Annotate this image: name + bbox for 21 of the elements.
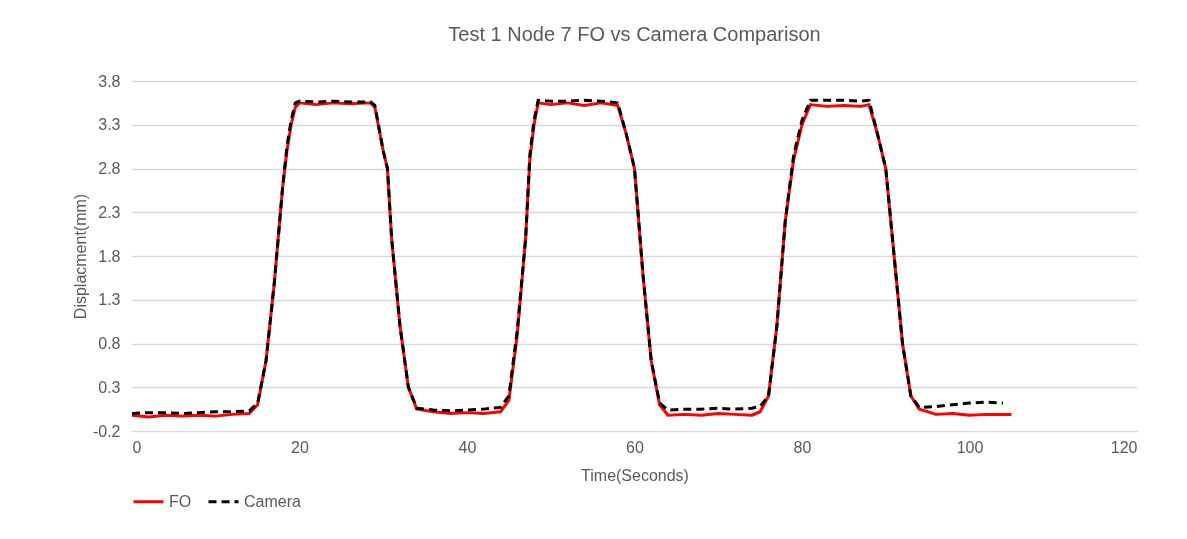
x-tick-label: 100 bbox=[956, 438, 984, 456]
x-tick-label: 120 bbox=[1110, 438, 1138, 456]
y-tick-label: 1.3 bbox=[98, 291, 121, 309]
y-tick-label: 2.8 bbox=[98, 160, 121, 177]
y-tick-label: -0.2 bbox=[92, 422, 121, 440]
legend-label: FO bbox=[169, 492, 192, 510]
y-axis-title: Displacment(mm) bbox=[71, 193, 89, 320]
y-tick-label: 3.8 bbox=[98, 72, 121, 90]
x-tick-label: 40 bbox=[458, 438, 477, 456]
x-tick-label: 80 bbox=[793, 438, 812, 456]
y-tick-label: 3.3 bbox=[98, 116, 121, 134]
y-tick-label: 0.8 bbox=[98, 335, 121, 352]
x-axis-title: Time(Seconds) bbox=[581, 466, 689, 484]
x-tick-label: 0 bbox=[132, 438, 142, 456]
x-tick-label: 60 bbox=[626, 438, 644, 456]
chart-title: Test 1 Node 7 FO vs Camera Comparison bbox=[448, 23, 821, 45]
x-tick-label: 20 bbox=[291, 438, 309, 456]
legend-label: Camera bbox=[244, 492, 302, 510]
y-tick-label: 2.3 bbox=[98, 203, 121, 221]
y-tick-label: 0.3 bbox=[98, 378, 121, 396]
y-tick-label: 1.8 bbox=[98, 247, 121, 265]
